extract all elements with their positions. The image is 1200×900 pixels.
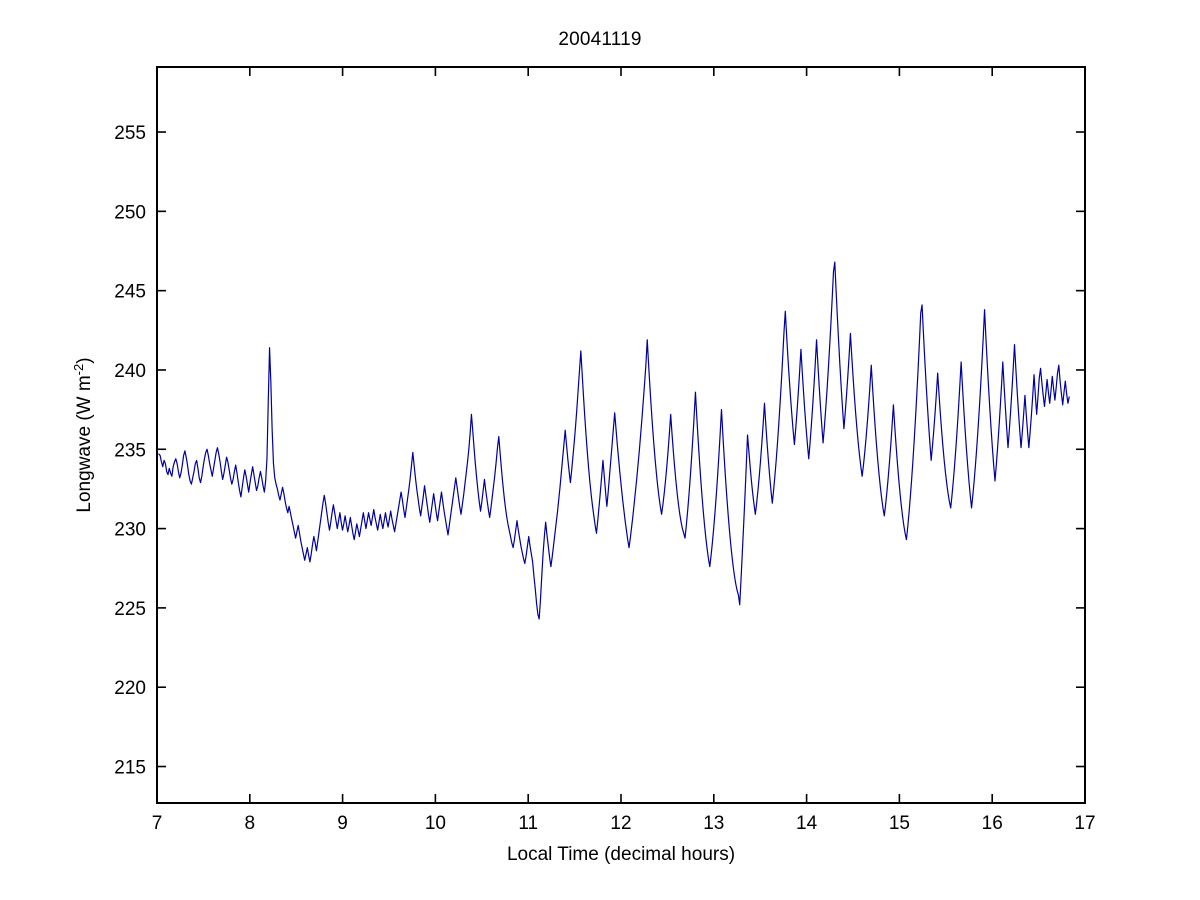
y-tick-label: 255 <box>114 123 146 144</box>
y-tick-label: 245 <box>114 282 146 303</box>
y-axis-label-main: Longwave (W m <box>74 375 95 512</box>
y-tick-label: 240 <box>114 361 146 382</box>
data-series-group <box>158 261 1070 620</box>
y-axis-label-exponent: -2 <box>71 364 86 376</box>
x-axis-label: Local Time (decimal hours) <box>507 844 735 865</box>
axes-group <box>156 66 1086 804</box>
x-tick-label: 13 <box>703 813 724 834</box>
x-tick-label: 9 <box>337 813 348 834</box>
data-series-line <box>158 261 1070 620</box>
x-tick-label: 10 <box>425 813 446 834</box>
y-axis-label-close: ) <box>74 357 95 363</box>
y-tick-label: 215 <box>114 758 146 779</box>
x-tick-label: 11 <box>518 813 538 834</box>
x-tick-label: 8 <box>245 813 256 834</box>
x-tick-label: 17 <box>1074 813 1095 834</box>
axis-labels-group: 215 220 225 230 235 240 245 250 255 7 8 9 10 11 12 13 14… <box>71 123 1096 865</box>
y-tick-label: 220 <box>114 678 146 699</box>
y-axis-label: Longwave (W m-2) <box>71 357 96 512</box>
x-tick-label: 12 <box>610 813 631 834</box>
y-tick-label: 235 <box>114 440 146 461</box>
x-tick-label: 7 <box>152 813 163 834</box>
y-tick-label: 250 <box>114 202 146 223</box>
x-tick-label: 14 <box>796 813 818 834</box>
plot-box-border <box>156 66 1086 804</box>
y-tick-label: 225 <box>114 599 146 620</box>
x-tick-label: 15 <box>889 813 910 834</box>
chart-title: 20041119 <box>558 29 642 50</box>
y-tick-label: 230 <box>114 520 146 541</box>
x-tick-label: 16 <box>982 813 1003 834</box>
